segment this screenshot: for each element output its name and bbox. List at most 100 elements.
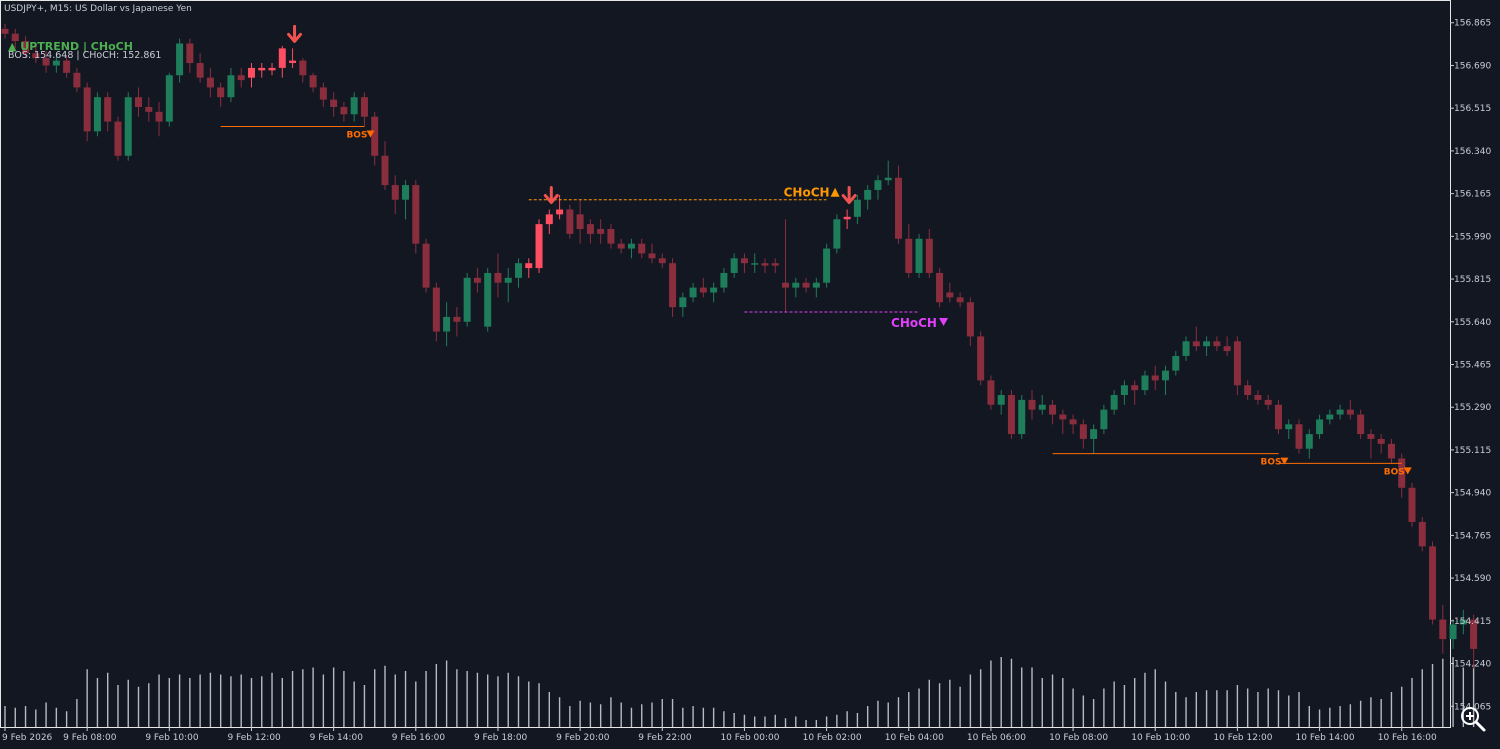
- candle-body: [22, 41, 30, 54]
- candle-body: [1264, 399, 1272, 405]
- candle-body: [319, 87, 327, 100]
- y-axis: 156.865 156.690 156.515 156.340 156.165 155.9…: [1450, 19, 1491, 712]
- y-tick-label: 155.990: [1454, 232, 1491, 242]
- candle-body: [309, 75, 317, 88]
- candle-body: [104, 97, 112, 122]
- candle-body: [412, 185, 420, 244]
- candle-body: [135, 97, 143, 107]
- candle-body: [689, 287, 697, 298]
- y-tick-label: 155.115: [1454, 446, 1491, 456]
- candle-body: [843, 216, 851, 220]
- candle-body: [350, 97, 358, 115]
- candle-body: [658, 258, 666, 264]
- chart-title: USDJPY+, M15: US Dollar vs Japanese Yen: [4, 4, 192, 14]
- candle-body: [176, 43, 184, 76]
- candle-body: [1470, 619, 1478, 649]
- candle-body: [1, 28, 9, 34]
- candle-body: [720, 272, 728, 288]
- candle-body: [247, 67, 255, 78]
- candle-body: [1007, 395, 1015, 435]
- candle-body: [617, 243, 625, 249]
- candle-body: [576, 214, 584, 230]
- candle-body: [1090, 429, 1098, 439]
- candle-body: [155, 111, 163, 122]
- levels-status: BOS: 154.648 | CHoCH: 152.861: [8, 50, 161, 61]
- x-tick-label: 9 Feb 2026: [2, 733, 53, 743]
- x-tick-label: 10 Feb 02:00: [803, 733, 862, 743]
- bos-label: BOS: [1260, 458, 1281, 468]
- candle-body: [114, 121, 122, 156]
- candle-body: [1459, 619, 1467, 625]
- candle-body: [391, 185, 399, 200]
- candle-body: [124, 97, 132, 156]
- candle-body: [771, 263, 779, 266]
- candle-body: [1028, 399, 1036, 410]
- candle-body: [1408, 487, 1416, 522]
- candle-body: [504, 277, 512, 283]
- candle-body: [453, 316, 461, 322]
- candle-body: [535, 224, 543, 269]
- x-tick-label: 10 Feb 08:00: [1049, 733, 1108, 743]
- y-tick-label: 156.515: [1454, 104, 1491, 114]
- bos-label: BOS: [1384, 467, 1405, 477]
- sell-arrow-icon: [287, 24, 303, 43]
- bos-label: BOS: [346, 130, 367, 140]
- candle-body: [1439, 619, 1447, 640]
- candle-body: [515, 263, 522, 278]
- candle-body: [165, 75, 173, 122]
- candle-body: [1429, 546, 1437, 620]
- candle-body: [63, 60, 71, 73]
- x-tick-label: 9 Feb 14:00: [310, 733, 364, 743]
- candle-body: [432, 287, 440, 332]
- candle-body: [237, 75, 245, 81]
- candle-body: [1336, 409, 1344, 415]
- candle-body: [1398, 458, 1406, 488]
- candle-body: [340, 106, 348, 115]
- candle-body: [330, 99, 338, 107]
- x-tick-label: 9 Feb 08:00: [63, 733, 117, 743]
- candle-body: [1223, 346, 1231, 352]
- candle-body: [1069, 419, 1077, 425]
- candle-body: [915, 238, 923, 273]
- candle-body: [905, 238, 913, 273]
- candle-body: [73, 72, 81, 88]
- candle-body: [258, 67, 266, 71]
- candle-body: [1244, 385, 1252, 396]
- candle-body: [874, 180, 882, 190]
- candle-body: [381, 155, 389, 186]
- x-tick-label: 10 Feb 10:00: [1131, 733, 1190, 743]
- candle-body: [268, 67, 276, 71]
- candle-body: [289, 60, 297, 64]
- candle-body: [966, 302, 974, 337]
- candle-body: [42, 58, 50, 66]
- candles-layer: [1, 23, 1478, 669]
- x-tick-label: 9 Feb 12:00: [227, 733, 281, 743]
- x-axis: 9 Feb 2026 9 Feb 08:00 9 Feb 10:00 9 Feb 12…: [2, 727, 1437, 743]
- bos-down-marker: [1280, 457, 1289, 465]
- candle-body: [371, 116, 379, 156]
- candle-body: [422, 243, 430, 288]
- candle-body: [833, 219, 841, 249]
- candle-body: [1018, 399, 1026, 435]
- candle-body: [1274, 404, 1282, 430]
- candle-body: [607, 229, 615, 244]
- candle-body: [463, 277, 471, 322]
- candle-body: [864, 189, 872, 200]
- choch-label: CHoCH: [891, 316, 937, 330]
- candle-body: [186, 43, 194, 64]
- y-tick-label: 154.765: [1454, 531, 1491, 541]
- candle-body: [1295, 424, 1303, 449]
- candle-body: [1233, 341, 1241, 386]
- candle-body: [679, 297, 687, 308]
- candle-body: [1326, 414, 1334, 420]
- candle-body: [751, 263, 759, 265]
- candle-body: [217, 87, 225, 98]
- zoom-button[interactable]: [1461, 707, 1486, 732]
- volume-layer: [4, 657, 1475, 727]
- candle-body: [206, 77, 214, 88]
- y-tick-label: 155.465: [1454, 361, 1491, 371]
- candle-body: [1367, 434, 1375, 439]
